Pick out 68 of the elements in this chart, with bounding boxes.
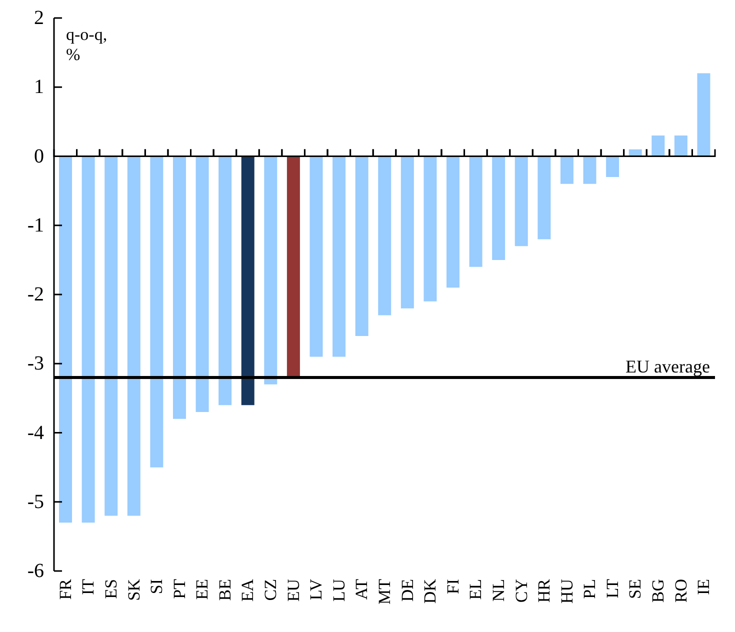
bar <box>424 156 437 302</box>
x-tick-label: EU <box>284 579 303 602</box>
x-tick-label: PT <box>170 578 189 599</box>
bar <box>560 156 574 184</box>
y-tick-label: -3 <box>27 352 44 375</box>
bar <box>127 156 140 516</box>
bar <box>218 156 232 406</box>
x-tick-label: CY <box>512 579 531 603</box>
y-tick-label: -4 <box>27 422 44 444</box>
bar <box>514 156 528 246</box>
x-tick-label: HR <box>534 578 554 603</box>
bar <box>606 156 620 177</box>
bar <box>378 156 392 316</box>
x-tick-label: EA <box>238 578 258 602</box>
x-tick-label: NL <box>488 579 508 602</box>
x-tick-label: FR <box>56 578 75 600</box>
bar <box>104 156 118 516</box>
y-tick-label: 1 <box>34 76 44 98</box>
bar <box>264 156 278 384</box>
x-tick-label: FI <box>443 578 462 594</box>
x-tick-label: PL <box>580 579 600 599</box>
x-tick-label: DE <box>398 579 417 602</box>
x-tick-label: BE <box>215 579 234 601</box>
y-tick-label: 0 <box>34 145 44 168</box>
ref-line-label: EU average <box>626 356 710 376</box>
bar <box>583 156 596 184</box>
x-tick-label: IT <box>78 578 98 596</box>
x-tick-label: SI <box>147 578 166 594</box>
bar <box>492 156 506 260</box>
bar <box>196 156 209 412</box>
x-tick-label: MT <box>375 578 394 604</box>
x-tick-label: EL <box>466 579 486 600</box>
bar <box>241 156 254 406</box>
y-tick-label: -1 <box>27 214 44 236</box>
y-tick-label: 2 <box>34 7 44 29</box>
x-tick-label: CZ <box>261 579 280 601</box>
bar <box>286 156 300 378</box>
bar <box>538 156 551 240</box>
bar <box>332 156 346 357</box>
x-tick-label: LU <box>329 579 348 602</box>
x-tick-label: HU <box>557 579 576 604</box>
bar <box>172 156 186 419</box>
x-tick-label: IE <box>694 579 714 596</box>
x-tick-label: SE <box>626 579 645 599</box>
x-tick-label: RO <box>671 579 690 603</box>
bar <box>150 156 164 468</box>
x-tick-label: BG <box>648 579 668 603</box>
bar <box>652 136 665 156</box>
bar <box>355 156 368 336</box>
bar <box>674 136 688 156</box>
bar <box>59 156 72 523</box>
x-tick-label: ES <box>101 579 120 599</box>
y-tick-label: -5 <box>27 490 44 513</box>
y-axis-title: q-o-q, % <box>66 25 108 64</box>
y-tick-label: -6 <box>27 560 44 582</box>
bar <box>400 156 414 308</box>
x-tick-label: EE <box>192 579 212 600</box>
bar <box>446 156 460 288</box>
bar <box>82 156 95 523</box>
y-tick-label: -2 <box>27 284 44 306</box>
bar <box>697 73 710 156</box>
x-tick-label: LV <box>306 578 326 600</box>
bar <box>310 156 323 357</box>
x-tick-label: SK <box>124 578 144 601</box>
x-tick-label: LT <box>602 578 622 598</box>
bar <box>469 156 482 267</box>
x-tick-label: DK <box>420 578 440 604</box>
x-tick-label: AT <box>352 578 372 600</box>
